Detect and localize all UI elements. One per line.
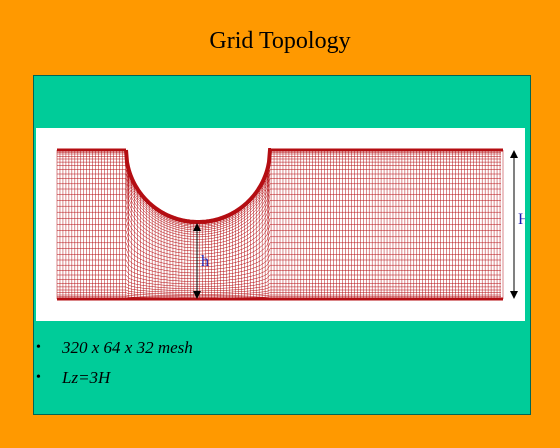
bullet-text: 320 x 64 x 32 mesh	[62, 338, 193, 357]
big-h-label: H	[518, 211, 525, 228]
mesh-horizontal-line	[57, 279, 501, 290]
mesh-horizontal-line	[57, 289, 501, 295]
hill-boundary	[124, 148, 272, 224]
bullet-text: Lz=3H	[62, 368, 111, 387]
small-h-arrow-head-top	[193, 223, 201, 231]
mesh-horizontal-line	[57, 264, 501, 282]
mesh-horizontal-line	[57, 173, 501, 235]
mesh-horizontal-line	[57, 230, 501, 264]
mesh-grid	[56, 149, 504, 300]
bullet-item: • 320 x 64 x 32 mesh	[36, 336, 193, 366]
mesh-horizontal-line	[57, 169, 501, 233]
bullet-list: • 320 x 64 x 32 mesh • Lz=3H	[36, 336, 193, 396]
mesh-horizontal-line	[57, 211, 501, 255]
mesh-horizontal-line	[57, 178, 501, 238]
mesh-horizontal-line	[57, 200, 501, 249]
bullet-marker: •	[36, 370, 41, 385]
big-h-arrow-head-bottom	[510, 291, 518, 299]
mesh-horizontal-line	[57, 242, 501, 271]
mesh-horizontal-line	[57, 188, 501, 243]
mesh-horizontal-line	[57, 296, 501, 299]
mesh-horizontal-line	[57, 194, 501, 246]
big-h-arrow-head-top	[510, 150, 518, 158]
mesh-horizontal-line	[57, 270, 501, 285]
slide-title: Grid Topology	[209, 28, 351, 54]
mesh-horizontal-line	[57, 286, 501, 293]
mesh-horizontal-line	[57, 224, 501, 261]
mesh-horizontal-line	[57, 183, 501, 240]
mesh-horizontal-line	[57, 205, 501, 252]
mesh-horizontal-line	[57, 165, 501, 231]
small-h-label: h	[201, 253, 209, 270]
mesh-horizontal-line	[57, 294, 501, 298]
mesh-horizontal-line	[57, 158, 501, 227]
mesh-horizontal-line	[57, 259, 501, 280]
bullet-marker: •	[36, 340, 41, 355]
mesh-horizontal-line	[57, 248, 501, 274]
mesh-figure: H h	[36, 128, 525, 321]
mesh-horizontal-line	[57, 274, 501, 287]
bullet-item: • Lz=3H	[36, 366, 193, 396]
mesh-horizontal-line	[57, 161, 501, 229]
mesh-horizontal-line	[57, 218, 501, 258]
mesh-horizontal-line	[57, 236, 501, 268]
mesh-horizontal-line	[57, 254, 501, 277]
mesh-horizontal-line	[57, 292, 501, 297]
mesh-horizontal-line	[57, 283, 501, 292]
mesh-diagram: H h	[56, 148, 525, 301]
small-h-arrow-head-bottom	[193, 291, 201, 299]
